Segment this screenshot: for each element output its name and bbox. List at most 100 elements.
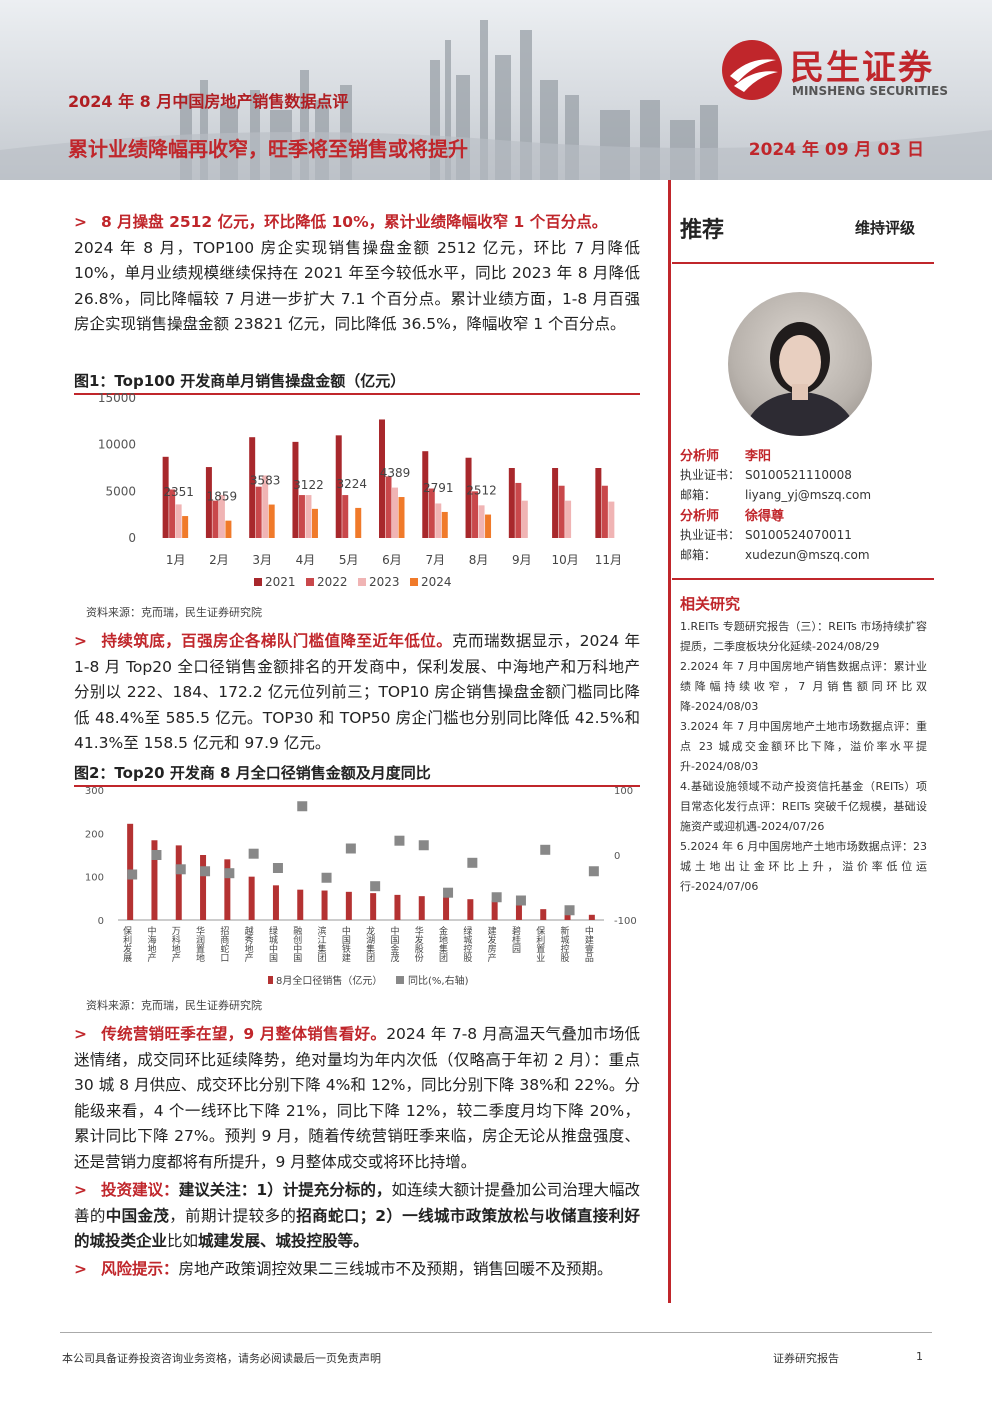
x-tick-label: 新城控股 <box>559 925 570 963</box>
related-research-list: 1.REITs 专题研究报告（三）：REITs 市场持续扩容提质，二季度板块分化… <box>680 617 927 897</box>
bar-2024 <box>485 514 492 538</box>
figure-2-title: 图2：Top20 开发商 8 月全口径销售金额及月度同比 <box>74 762 640 787</box>
related-item[interactable]: 3.2024 年 7 月中国房地产土地市场数据点评：重点 23 城成交金额环比下… <box>680 720 927 773</box>
data-label: 3583 <box>250 474 281 488</box>
yoy-point <box>515 895 526 906</box>
skyline-image <box>0 20 992 180</box>
section-4: > 投资建议：建议关注：1）计提充分标的，如连续大额计提叠加公司治理大幅改善的中国… <box>74 1178 640 1255</box>
bar-2024 <box>355 507 362 538</box>
minsheng-logo: 民生证券 MINSHENG SECURITIES <box>720 38 970 103</box>
bar-sales <box>224 859 231 920</box>
section-2-heading: 持续筑底，百强房企各梯队门槛值降至近年低位。 <box>101 632 453 650</box>
legend-swatch <box>268 976 273 984</box>
analyst-2-email[interactable]: xudezun@mszq.com <box>745 548 870 562</box>
x-tick-label: 5月 <box>339 553 359 567</box>
bar-2022 <box>558 485 565 538</box>
x-tick-label: 建发房产 <box>486 925 497 963</box>
section-5-heading: 风险提示： <box>101 1260 179 1278</box>
x-tick-label: 4月 <box>296 553 316 567</box>
bullet-arrow-icon: > <box>74 213 87 231</box>
x-tick-label: 11月 <box>595 553 622 567</box>
analyst-2-row: 分析师 徐得尊 <box>680 505 784 524</box>
y-tick-label: 200 <box>85 829 104 840</box>
bar-sales <box>564 911 571 920</box>
section-4-heading: 投资建议： <box>101 1181 179 1199</box>
report-date: 2024 年 09 月 03 日 <box>748 140 924 160</box>
bar-2022 <box>169 489 176 538</box>
related-item[interactable]: 5.2024 年 6 月中国房地产土地市场数据点评：23 城土地出让金环比上升，… <box>680 840 927 893</box>
data-label: 2351 <box>163 485 194 499</box>
bar-2023 <box>392 487 398 538</box>
y-tick-label: 300 <box>85 786 104 797</box>
yoy-point <box>418 840 429 851</box>
x-tick-label: 1月 <box>166 553 186 567</box>
x-tick-label: 华发股份 <box>413 925 424 963</box>
bar-sales <box>345 891 352 920</box>
figure-1-title: 图1：Top100 开发商单月销售操盘金额（亿元） <box>74 370 640 395</box>
x-tick-label: 中建壹品 <box>583 925 594 963</box>
related-item[interactable]: 2.2024 年 7 月中国房地产销售数据点评：累计业绩降幅持续收窄，7 月销售… <box>680 660 927 713</box>
x-tick-label: 8月 <box>469 553 489 567</box>
analyst-2-name: 徐得尊 <box>745 509 785 524</box>
bar-sales <box>394 894 401 920</box>
analyst-1-email[interactable]: liyang_yj@mszq.com <box>745 488 872 502</box>
bar-2021 <box>205 467 212 538</box>
legend-label: 8月全口径销售（亿元） <box>276 974 382 987</box>
yoy-point <box>467 857 478 868</box>
bullet-arrow-icon: > <box>74 1260 87 1278</box>
bar-2023 <box>608 501 615 538</box>
section-4-part-d: ，前期计提较多的 <box>169 1206 297 1225</box>
bar-sales <box>321 890 328 920</box>
bar-2023 <box>478 505 485 538</box>
section-3: > 传统营销旺季在望，9 月整体销售看好。2024 年 7-8 月高温天气叠加市场… <box>74 1022 640 1176</box>
logo-mark-icon <box>722 40 782 100</box>
logo-text-cn: 民生证券 <box>790 48 934 88</box>
bullet-arrow-icon: > <box>74 632 87 650</box>
bar-2021 <box>249 437 256 538</box>
bar-sales <box>200 855 207 920</box>
legend-swatch <box>358 578 366 586</box>
bullet-arrow-icon: > <box>74 1025 87 1043</box>
legend-swatch <box>306 578 314 586</box>
report-subtitle: 2024 年 8 月中国房地产销售数据点评 <box>68 92 349 111</box>
section-4-part-h: 城建发展、城投控股等。 <box>198 1232 369 1251</box>
yoy-point <box>540 844 551 855</box>
section-4-part-c: 中国金茂 <box>105 1206 170 1225</box>
section-3-text: > 传统营销旺季在望，9 月整体销售看好。2024 年 7-8 月高温天气叠加市场… <box>74 1022 640 1176</box>
bar-2022 <box>472 491 479 538</box>
yoy-point <box>588 866 599 877</box>
figure-2-chart: 300 200 100 0 100 0 -100 保利发展 中海地产 万科地产 华润置地 招商蛇口 越秀… <box>85 786 637 987</box>
yoy-point <box>248 848 259 859</box>
x-tick-label: 融创中国 <box>291 926 302 963</box>
x-tick-label: 华润置地 <box>194 925 205 962</box>
bar-sales <box>588 914 595 920</box>
bar-sales <box>515 904 522 920</box>
section-2: > 持续筑底，百强房企各梯队门槛值降至近年低位。克而瑞数据显示，2024 年 1-… <box>74 629 640 757</box>
rating-divider <box>672 262 934 264</box>
legend-label: 2024 <box>421 575 452 589</box>
related-item[interactable]: 1.REITs 专题研究报告（三）：REITs 市场持续扩容提质，二季度板块分化… <box>680 620 927 653</box>
section-4-part-e: 招商蛇口 <box>296 1206 360 1225</box>
bar-2021 <box>162 456 169 538</box>
footer-divider <box>60 1332 932 1333</box>
x-tick-label: 9月 <box>512 553 532 567</box>
analyst-1-cert: S0100521110008 <box>745 468 852 482</box>
data-label: 2512 <box>466 484 497 498</box>
x-tick-label: 龙湖集团 <box>364 925 375 963</box>
data-label: 1859 <box>207 490 238 504</box>
rating-note: 维持评级 <box>855 219 916 237</box>
data-label: 3122 <box>293 478 324 492</box>
x-tick-label: 碧桂园 <box>510 925 521 954</box>
yoy-point <box>175 864 186 875</box>
y-tick-label: 10000 <box>98 438 136 452</box>
yoy-point <box>272 863 283 873</box>
analyst-photo <box>742 322 858 436</box>
related-item[interactable]: 4.基础设施领域不动产投资信托基金（REITs）项目常态化发行点评：REITs … <box>680 780 927 833</box>
bar-2023 <box>218 495 225 538</box>
x-tick-label: 7月 <box>425 553 445 567</box>
analyst-1-row: 分析师 李阳 <box>680 445 771 464</box>
y2-tick-label: -100 <box>614 916 637 927</box>
x-tick-label: 中海地产 <box>145 925 156 963</box>
section-1: >8 月操盘 2512 亿元，环比降低 10%，累计业绩降幅收窄 1 个百分点。… <box>74 210 640 338</box>
yoy-point <box>127 869 138 880</box>
